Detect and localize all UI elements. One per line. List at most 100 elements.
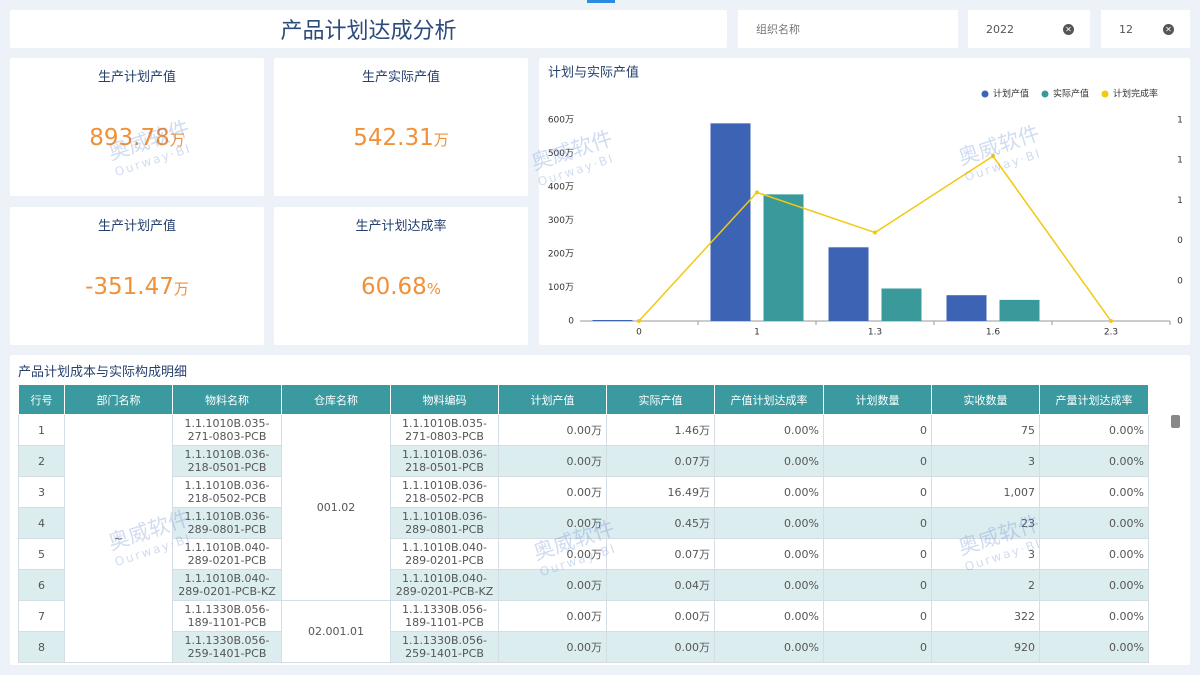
table-row: 3 1.1.1010B.036-218-0502-PCB 1.1.1010B.036… xyxy=(18,476,1149,508)
table-cell: 23 xyxy=(931,507,1040,539)
bar xyxy=(946,295,987,321)
table-cell: 0 xyxy=(823,538,932,570)
table-cell: 0 xyxy=(823,507,932,539)
kpi-card: 生产计划产值 893.78万 xyxy=(10,58,264,196)
table-cell: 322 xyxy=(931,600,1040,632)
column-header: 产值计划达成率 xyxy=(714,384,824,415)
table-row: 2 1.1.1010B.036-218-0501-PCB 1.1.1010B.036… xyxy=(18,445,1149,477)
bar xyxy=(999,299,1040,321)
column-header: 物料名称 xyxy=(172,384,282,415)
column-header: 仓库名称 xyxy=(281,384,391,415)
table-row: 7 1.1.1330B.056-189-1101-PCB 02.001.01 1.1.… xyxy=(18,600,1149,663)
legend-marker xyxy=(1041,90,1049,98)
table-cell: 1.1.1010B.040-289-0201-PCB-KZ xyxy=(390,569,499,601)
column-header: 部门名称 xyxy=(64,384,173,415)
table-cell: 0 xyxy=(823,445,932,477)
month-value: 12 xyxy=(1119,22,1133,36)
kpi-card: 生产计划达成率 60.68% xyxy=(274,207,528,345)
legend-label: 实际产值 xyxy=(1053,88,1089,100)
table-cell: 0.00万 xyxy=(498,445,607,477)
table-cell: 0.00% xyxy=(1039,414,1149,446)
table-cell: 920 xyxy=(931,631,1040,663)
column-header: 行号 xyxy=(18,384,65,415)
table-cell: 001.02 xyxy=(281,414,391,601)
legend-marker xyxy=(981,90,989,98)
chart-panel: 计划与实际产值 0 100万 200万 300万 400万 500万 600万 0 0 0 1 1 1 0… xyxy=(539,58,1190,345)
table-cell: 1 xyxy=(18,414,65,446)
table-cell: 3 xyxy=(931,445,1040,477)
table-cell: 0.00万 xyxy=(606,631,715,663)
column-header: 计划数量 xyxy=(823,384,932,415)
kpi-label: 生产计划产值 xyxy=(97,219,176,234)
scrollbar[interactable] xyxy=(1171,415,1180,428)
y2-tick-label: 0 xyxy=(1177,236,1183,246)
kpi-unit: 万 xyxy=(433,131,449,149)
kpi-label: 生产计划达成率 xyxy=(355,219,447,234)
table-cell: 4 xyxy=(18,507,65,539)
table-cell: 3 xyxy=(931,538,1040,570)
table-cell: 1.1.1010B.036-218-0502-PCB xyxy=(172,476,282,508)
table-cell: 0.00万 xyxy=(498,569,607,601)
column-header: 产量计划达成率 xyxy=(1039,384,1149,415)
table-cell: 8 xyxy=(18,631,65,663)
table-cell: 3 xyxy=(18,476,65,508)
bar xyxy=(592,319,633,321)
table-cell: ~ xyxy=(64,414,173,663)
table-cell: 75 xyxy=(931,414,1040,446)
clear-year[interactable]: ✕ xyxy=(1063,24,1074,35)
table-cell: 1.1.1010B.035-271-0803-PCB xyxy=(172,414,282,446)
table-cell: 0.00万 xyxy=(498,631,607,663)
table-cell: 0.00万 xyxy=(498,600,607,632)
month-filter[interactable]: 12 ✕ xyxy=(1101,10,1190,48)
table-cell: 1.1.1330B.056-259-1401-PCB xyxy=(172,631,282,663)
table-row: 1 ~1.1.1010B.035-271-0803-PCB 001.02 1.1.10… xyxy=(18,414,1149,663)
detail-table: 行号 部门名称 物料名称 仓库名称 物料编码 计划产值 实际产值 产值计划达成率 计划数量 实收数… xyxy=(18,384,1149,663)
kpi-value: 60.68 xyxy=(360,274,427,300)
kpi-value-row: 60.68% xyxy=(274,274,528,300)
table-cell: 0.07万 xyxy=(606,445,715,477)
page-title: 产品计划达成分析 xyxy=(10,10,727,48)
year-value: 2022 xyxy=(986,22,1014,36)
table-cell: 0.00% xyxy=(714,507,824,539)
table-cell: 0.45万 xyxy=(606,507,715,539)
org-filter[interactable]: 组织名称 xyxy=(738,10,958,48)
table-cell: 0.00% xyxy=(1039,538,1149,570)
table-cell: 16.49万 xyxy=(606,476,715,508)
table-cell: 0.00万 xyxy=(498,476,607,508)
x-tick-label: 0 xyxy=(636,328,642,338)
x-tick-label: 1.3 xyxy=(868,328,882,338)
legend-marker xyxy=(1101,90,1109,98)
y-tick-label: 600万 xyxy=(548,116,574,126)
chart: 计划与实际产值 0 100万 200万 300万 400万 500万 600万 0 0 0 1 1 1 0… xyxy=(548,65,1183,338)
table-cell: 0 xyxy=(823,476,932,508)
tab-indicator xyxy=(587,0,615,3)
clear-month[interactable]: ✕ xyxy=(1163,24,1174,35)
y-tick-label: 300万 xyxy=(548,216,574,226)
table-row: 6 1.1.1010B.040-289-0201-PCB-KZ 1.1.1010B.… xyxy=(18,569,1149,601)
table-cell: 0.00% xyxy=(1039,569,1149,601)
table-cell: 0 xyxy=(823,631,932,663)
kpi-value: -351.47 xyxy=(85,274,174,300)
y-tick-label: 100万 xyxy=(548,283,574,293)
table-cell: 0.00万 xyxy=(498,507,607,539)
table-cell: 1.1.1330B.056-259-1401-PCB xyxy=(390,631,499,663)
kpi-card: 生产计划产值 -351.47万 xyxy=(10,207,264,345)
table-cell: 1.1.1010B.036-218-0501-PCB xyxy=(390,445,499,477)
table-cell: 1.1.1010B.040-289-0201-PCB xyxy=(390,538,499,570)
year-filter[interactable]: 2022 ✕ xyxy=(968,10,1090,48)
kpi-unit: 万 xyxy=(173,280,189,298)
kpi-value: 542.31 xyxy=(353,125,434,151)
rate-point xyxy=(1109,319,1113,323)
table-cell: 1.1.1330B.056-189-1101-PCB xyxy=(172,600,282,632)
column-header: 物料编码 xyxy=(390,384,499,415)
kpi-unit: 万 xyxy=(169,131,185,149)
kpi-label: 生产实际产值 xyxy=(361,70,440,85)
x-tick-label: 1.6 xyxy=(986,328,1001,338)
table-cell: 1.1.1010B.036-218-0501-PCB xyxy=(172,445,282,477)
table-cell: 2 xyxy=(931,569,1040,601)
y2-tick-label: 1 xyxy=(1177,196,1183,206)
table-cell: 1.1.1010B.040-289-0201-PCB xyxy=(172,538,282,570)
table-cell: 1.1.1010B.036-218-0502-PCB xyxy=(390,476,499,508)
kpi-value-row: 542.31万 xyxy=(274,125,528,151)
